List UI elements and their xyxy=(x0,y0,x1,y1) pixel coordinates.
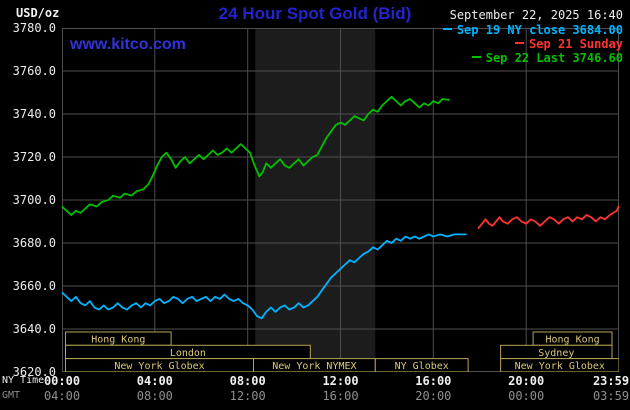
x-tick-ny-time: 04:00 xyxy=(136,374,173,388)
x-tick-gmt: 20:00 xyxy=(415,389,452,403)
session-box xyxy=(374,358,469,372)
x-tick-gmt: 00:00 xyxy=(508,389,545,403)
session-label: Sydney xyxy=(538,348,574,359)
plot-area: Hong Kong Hong Kong London Sydney New York G… xyxy=(62,28,619,372)
session-label: New York Globex xyxy=(114,361,204,372)
y-tick-label: 3620.0 xyxy=(12,365,56,379)
units-label: USD/oz xyxy=(16,6,60,20)
x-tick-gmt: 12:00 xyxy=(229,389,266,403)
x-tick-gmt: 08:00 xyxy=(136,389,173,403)
x-tick-gmt: 03:59 xyxy=(592,389,630,403)
legend-item: Sep 19 NY close 3684.00 xyxy=(442,23,623,37)
y-tick-label: 3700.0 xyxy=(12,193,56,207)
y-tick-label: 3740.0 xyxy=(12,107,56,121)
session-label: New York NYMEX xyxy=(272,361,356,372)
session-label: Hong Kong xyxy=(546,335,600,346)
session-label: NY Globex xyxy=(395,361,449,372)
datetime-label: September 22, 2025 16:40 xyxy=(449,8,623,22)
session-box xyxy=(500,358,619,372)
session-label: Hong Kong xyxy=(91,335,145,346)
y-tick-label: 3640.0 xyxy=(12,322,56,336)
session-label: New York Globex xyxy=(515,361,605,372)
ny-time-axis-label: NY Time xyxy=(2,375,45,386)
legend-dash-icon xyxy=(515,42,525,44)
y-tick-label: 3780.0 xyxy=(12,21,56,35)
legend-label: Sep 21 Sunday xyxy=(529,37,623,51)
x-tick-ny-time: 16:00 xyxy=(415,374,452,388)
chart-title: 24 Hour Spot Gold (Bid) xyxy=(218,4,412,23)
series-line-sep21-sunday xyxy=(477,205,619,229)
x-tick-ny-time: 20:00 xyxy=(508,374,545,388)
gmt-axis-label: GMT xyxy=(2,390,21,401)
x-tick-ny-time: 23:59 xyxy=(592,374,630,388)
series-line-sep22-last xyxy=(62,95,450,216)
legend-item: Sep 22 Last 3746.60 xyxy=(443,51,623,65)
legend-item: Sep 21 Sunday xyxy=(443,37,623,51)
y-tick-label: 3680.0 xyxy=(12,236,56,250)
legend-label: Sep 19 NY close 3684.00 xyxy=(456,23,623,37)
legend: Sep 19 NY close 3684.00 Sep 21 Sunday Sep … xyxy=(442,23,623,65)
series-line-sep19-ny-close xyxy=(62,233,467,320)
session-label: London xyxy=(170,348,206,359)
y-tick-label: 3660.0 xyxy=(12,279,56,293)
x-tick-gmt: 16:00 xyxy=(322,389,359,403)
x-tick-gmt: 04:00 xyxy=(43,389,81,403)
legend-dash-icon xyxy=(442,28,452,30)
legend-label: Sep 22 Last 3746.60 xyxy=(485,51,623,65)
legend-dash-icon xyxy=(471,56,481,58)
kitco-watermark-link[interactable]: www.kitco.com xyxy=(70,36,186,53)
y-tick-label: 3760.0 xyxy=(12,64,56,78)
x-tick-ny-time: 00:00 xyxy=(43,374,81,388)
x-tick-ny-time: 12:00 xyxy=(322,374,359,388)
y-tick-label: 3720.0 xyxy=(12,150,56,164)
x-tick-ny-time: 08:00 xyxy=(229,374,266,388)
